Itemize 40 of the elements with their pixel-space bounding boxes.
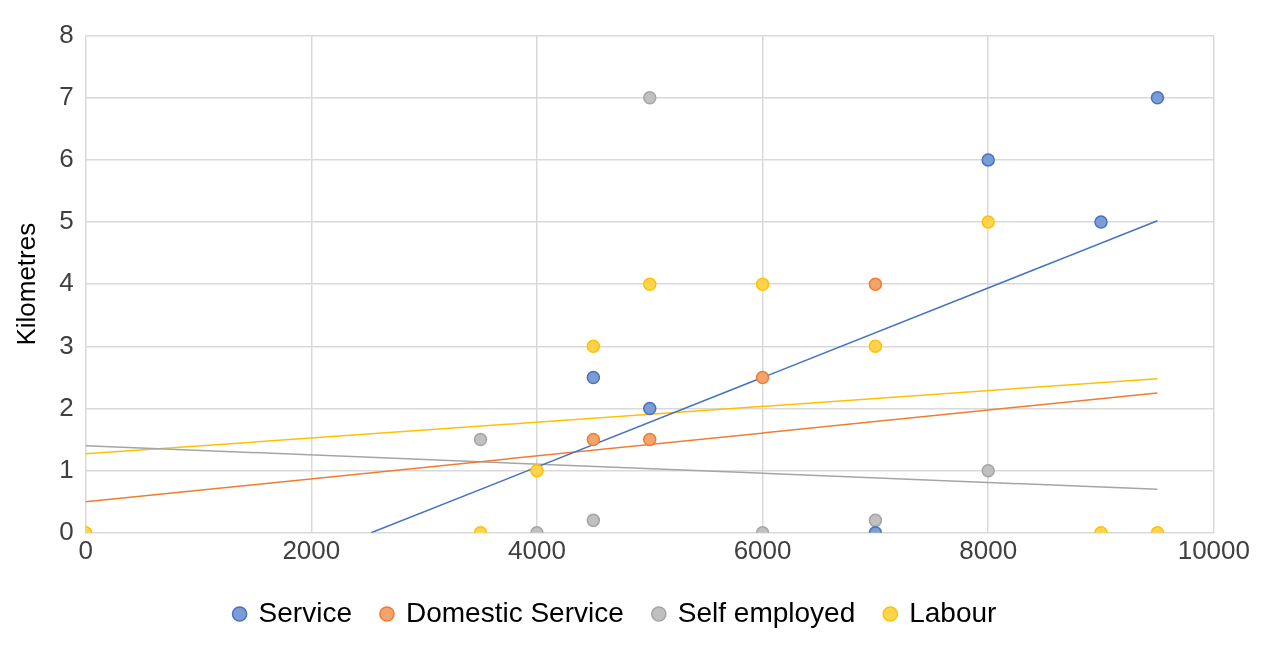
- legend-label: Labour: [909, 596, 997, 628]
- point: [1150, 91, 1165, 105]
- point: [586, 513, 601, 528]
- y-tick-label: 4: [59, 267, 74, 298]
- y-tick-label: 8: [59, 18, 74, 49]
- point: [643, 401, 657, 416]
- point: [755, 370, 770, 385]
- y-tick-label: 5: [59, 205, 74, 236]
- x-tick-label: 2000: [282, 534, 341, 565]
- x-tick-label: 4000: [508, 534, 566, 565]
- x-tick-label: 10000: [1177, 534, 1251, 565]
- point: [868, 513, 883, 528]
- point: [643, 277, 657, 291]
- point: [586, 339, 601, 354]
- y-tick-label: 6: [59, 143, 74, 174]
- point: [755, 277, 770, 291]
- y-tick-label: 7: [59, 80, 74, 111]
- y-tick-label: 2: [59, 391, 74, 422]
- y-tick-label: 1: [59, 453, 74, 484]
- point: [586, 432, 601, 447]
- point: [473, 432, 488, 447]
- point: [981, 153, 995, 167]
- point: [586, 370, 601, 385]
- x-tick-label: 8000: [959, 534, 1018, 565]
- point: [643, 91, 657, 105]
- legend-label: Service: [258, 596, 352, 628]
- x-tick-label: 6000: [733, 534, 792, 565]
- y-tick-label: 3: [59, 329, 74, 360]
- point: [868, 277, 883, 291]
- point: [981, 463, 995, 478]
- y-axis-title: Kilometres: [10, 222, 41, 346]
- x-tick-label: 0: [78, 534, 93, 565]
- legend-label: Self employed: [677, 596, 856, 628]
- point: [530, 463, 544, 478]
- y-tick-label: 0: [59, 515, 74, 546]
- point: [643, 432, 657, 447]
- point: [981, 215, 995, 229]
- point: [1094, 215, 1108, 229]
- point: [868, 339, 883, 354]
- legend-label: Domestic Service: [405, 596, 624, 628]
